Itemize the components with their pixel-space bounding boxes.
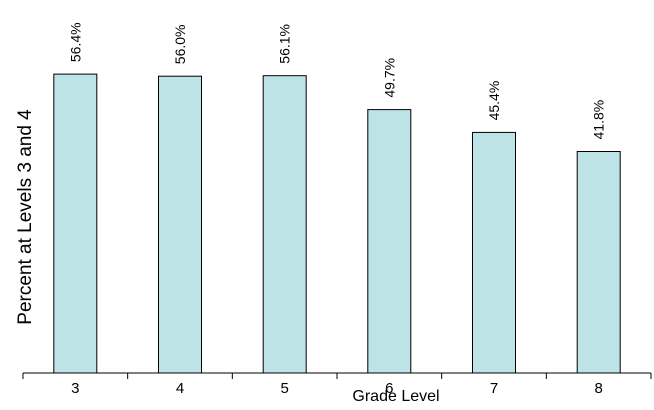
x-tick-label-8: 8 — [595, 380, 603, 397]
x-axis-ticks — [22, 373, 652, 379]
data-label-grade-5: 56.1% — [277, 24, 293, 64]
x-tick-labels: 3 4 5 6 7 8 — [71, 380, 603, 397]
data-label-grade-8: 41.8% — [591, 100, 607, 140]
bar-grade-6 — [367, 109, 412, 374]
bar-grade-5 — [262, 75, 307, 374]
y-axis-label: Percent at Levels 3 and 4 — [15, 109, 36, 325]
x-tick-label-6: 6 — [385, 380, 393, 397]
x-tick-label-4: 4 — [176, 380, 184, 397]
data-label-grade-6: 49.7% — [381, 58, 397, 98]
bar-grade-7 — [472, 131, 516, 374]
value-labels-group: 56.4% 56.0% 56.1% 49.7% 45.4% 41.8% — [67, 22, 606, 139]
bar-grade-4 — [158, 75, 202, 374]
data-label-grade-4: 56.0% — [172, 24, 188, 64]
bar-grade-8 — [576, 151, 621, 374]
x-tick-label-3: 3 — [71, 380, 79, 397]
bar-grade-3 — [53, 73, 98, 374]
x-tick-label-5: 5 — [281, 380, 289, 397]
data-label-grade-7: 45.4% — [486, 81, 502, 121]
data-label-grade-3: 56.4% — [67, 22, 83, 62]
x-tick-label-7: 7 — [490, 380, 498, 397]
x-axis-label: Grade Level — [352, 388, 439, 405]
bars-group — [53, 73, 621, 374]
